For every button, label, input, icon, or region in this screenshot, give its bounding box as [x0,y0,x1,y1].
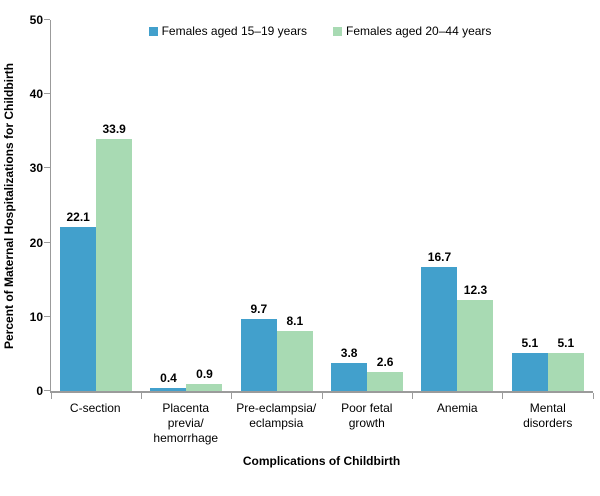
x-tick-mark [592,393,594,399]
category-label: C-section [69,401,121,415]
bar-series-1: 0.9 [186,367,223,391]
bar-value-label: 0.4 [160,371,177,386]
bar-value-label: 9.7 [250,302,268,317]
x-tick-mark [411,393,413,399]
bar-value-label: 16.7 [427,250,452,265]
category-label: Mental disorders [523,401,573,430]
bar-group: 3.8 2.6 [322,346,412,391]
y-tick-mark [44,390,50,391]
y-tick-mark [44,315,50,317]
bar-value-label: 33.9 [102,122,126,137]
bar-series-1: 5.1 [547,336,584,391]
legend-item-females-15-19: Females aged 15–19 years [148,24,307,38]
y-tick-mark [44,19,50,20]
y-tick-label: 20 [29,235,43,250]
bar-series-1: 12.3 [457,283,494,391]
category-label: Anemia [436,401,478,415]
bar-group: 0.4 0.9 [141,367,231,391]
category-labels: C-section Placenta previa/ hemorrhage Pre-… [50,401,593,446]
y-tick-mark [44,241,50,243]
bar-value-label: 2.6 [376,354,394,369]
legend-item-females-20-44: Females aged 20–44 years [333,24,491,38]
bar-value-label: 5.1 [557,336,575,351]
y-tick-mark [44,93,50,95]
x-tick-mark [50,393,52,399]
y-tick-label: 10 [29,309,43,324]
bar-series-0: 3.8 [331,346,368,391]
x-axis-title: Complications of Childbirth [242,454,401,468]
bar-group: 5.1 5.1 [503,336,593,391]
bar-value-label: 8.1 [286,313,304,328]
y-tick-label: 50 [29,13,43,27]
bar-value-label: 0.9 [196,367,213,382]
bar-series-0: 22.1 [60,210,97,391]
y-axis-title: Percent of Maternal Hospitalizations for… [2,62,16,350]
legend-swatch-females-15-19 [148,26,158,36]
legend-swatch-females-20-44 [333,26,342,36]
bar-series-0: 16.7 [421,250,458,391]
bar-value-label: 12.3 [463,282,488,297]
bar-series-0: 9.7 [240,302,277,391]
x-tick-mark [502,393,504,399]
legend-label-females-20-44: Females aged 20–44 years [346,24,492,38]
y-tick-label: 30 [29,161,43,176]
x-tick-mark [321,393,323,399]
bar-series-1: 2.6 [367,355,404,391]
x-tick-mark [140,393,142,399]
bar-group: 16.7 12.3 [412,250,502,391]
bar-group: 22.1 33.9 [51,122,141,391]
legend: Females aged 15–19 years Females aged 20… [50,24,590,38]
bar-series-1: 8.1 [276,314,313,391]
x-tick-mark [231,393,233,399]
y-tick-label: 0 [36,384,43,398]
plot-area: 22.1 33.9 0.4 0.9 9.7 8.1 3.8 2.6 16.7 12.3 5.1 5.1… [30,13,594,399]
y-tick-mark [44,167,50,169]
bar-series-0: 0.4 [150,371,187,391]
bar-group: 9.7 8.1 [232,302,322,391]
legend-label-females-15-19: Females aged 15–19 years [161,24,307,38]
bar-value-label: 5.1 [521,336,539,351]
y-tick-label: 40 [29,87,43,102]
category-label: Placenta previa/ hemorrhage [153,401,219,445]
bar-value-label: 3.8 [340,345,358,360]
bar-groups: 22.1 33.9 0.4 0.9 9.7 8.1 3.8 2.6 16.7 12.3 5.1 5.1 [51,20,593,391]
bar-value-label: 22.1 [66,210,90,225]
bar-series-1: 33.9 [96,122,133,391]
category-label: Poor fetal growth [341,401,393,430]
bar-series-0: 5.1 [511,336,548,391]
category-label: Pre-eclampsia/ eclampsia [236,401,317,430]
